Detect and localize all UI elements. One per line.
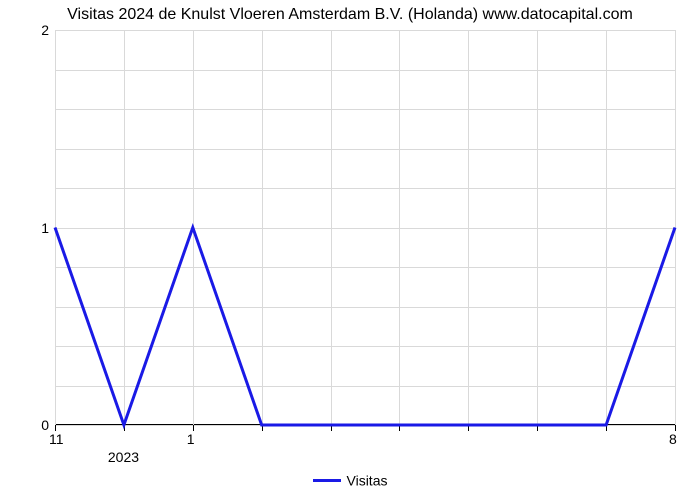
line-series [0,0,700,500]
